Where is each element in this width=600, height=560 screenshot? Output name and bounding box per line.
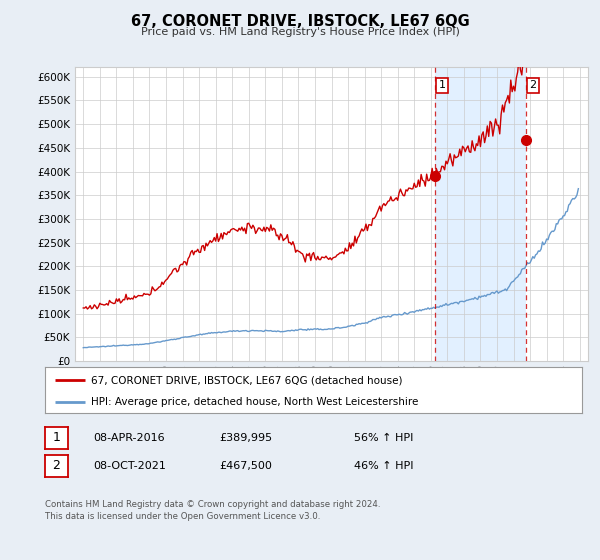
Text: 46% ↑ HPI: 46% ↑ HPI: [354, 461, 413, 471]
Text: £389,995: £389,995: [219, 433, 272, 443]
Text: Price paid vs. HM Land Registry's House Price Index (HPI): Price paid vs. HM Land Registry's House …: [140, 27, 460, 37]
Text: 1: 1: [439, 81, 446, 90]
Bar: [435, 67, 526, 361]
Text: Contains HM Land Registry data © Crown copyright and database right 2024.: Contains HM Land Registry data © Crown c…: [45, 500, 380, 509]
Text: 1: 1: [52, 431, 61, 445]
Text: 08-OCT-2021: 08-OCT-2021: [93, 461, 166, 471]
Text: 67, CORONET DRIVE, IBSTOCK, LE67 6QG (detached house): 67, CORONET DRIVE, IBSTOCK, LE67 6QG (de…: [91, 375, 402, 385]
Text: 2: 2: [530, 81, 537, 90]
Text: 56% ↑ HPI: 56% ↑ HPI: [354, 433, 413, 443]
Text: 2: 2: [52, 459, 61, 473]
Text: This data is licensed under the Open Government Licence v3.0.: This data is licensed under the Open Gov…: [45, 512, 320, 521]
Text: 67, CORONET DRIVE, IBSTOCK, LE67 6QG: 67, CORONET DRIVE, IBSTOCK, LE67 6QG: [131, 14, 469, 29]
Text: 08-APR-2016: 08-APR-2016: [93, 433, 164, 443]
Text: HPI: Average price, detached house, North West Leicestershire: HPI: Average price, detached house, Nort…: [91, 397, 418, 407]
Text: £467,500: £467,500: [219, 461, 272, 471]
